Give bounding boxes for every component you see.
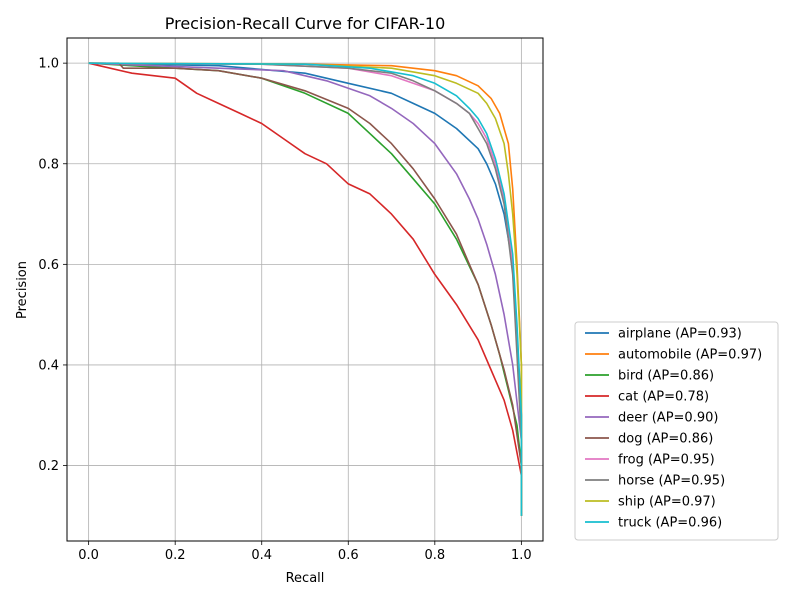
x-tick-label-5: 1.0 xyxy=(511,548,532,563)
legend-label-2: bird (AP=0.86) xyxy=(618,369,714,384)
x-tick-label-1: 0.2 xyxy=(165,548,186,563)
y-axis-label: Precision xyxy=(15,261,30,319)
series-line-8 xyxy=(88,62,523,516)
series-line-3 xyxy=(88,62,523,516)
series-line-9 xyxy=(88,62,523,516)
legend-label-5: dog (AP=0.86) xyxy=(618,432,713,447)
series-line-2 xyxy=(88,62,523,516)
legend-label-9: truck (AP=0.96) xyxy=(618,516,722,531)
legend-label-7: horse (AP=0.95) xyxy=(618,474,725,489)
series-line-4 xyxy=(88,62,523,516)
x-tick-label-2: 0.4 xyxy=(251,548,272,563)
x-tick-label-0: 0.0 xyxy=(78,548,99,563)
legend-label-6: frog (AP=0.95) xyxy=(618,453,715,468)
series-group xyxy=(88,62,523,516)
legend-label-8: ship (AP=0.97) xyxy=(618,495,716,510)
y-tick-label-0: 0.2 xyxy=(38,459,59,474)
x-axis-ticks: 0.0 0.2 0.4 0.6 0.8 1.0 xyxy=(78,541,532,563)
x-tick-label-3: 0.6 xyxy=(338,548,359,563)
x-tick-label-4: 0.8 xyxy=(424,548,445,563)
legend-label-4: deer (AP=0.90) xyxy=(618,411,718,426)
y-axis-ticks: 0.2 0.4 0.6 0.8 1.0 xyxy=(38,57,67,474)
legend-label-0: airplane (AP=0.93) xyxy=(618,327,742,342)
series-line-7 xyxy=(88,62,523,516)
x-axis-label: Recall xyxy=(286,571,325,586)
legend-label-3: cat (AP=0.78) xyxy=(618,390,709,405)
chart-title: Precision-Recall Curve for CIFAR-10 xyxy=(165,14,446,33)
series-line-6 xyxy=(88,62,523,516)
legend-label-1: automobile (AP=0.97) xyxy=(618,348,762,363)
series-line-0 xyxy=(88,62,523,516)
y-tick-label-2: 0.6 xyxy=(38,258,59,273)
y-tick-label-4: 1.0 xyxy=(38,57,59,72)
grid-lines xyxy=(67,38,543,541)
series-line-5 xyxy=(88,62,523,516)
plot-frame xyxy=(66,37,544,542)
series-line-1 xyxy=(88,62,523,516)
y-tick-label-3: 0.8 xyxy=(38,157,59,172)
legend: airplane (AP=0.93) automobile (AP=0.97) bi… xyxy=(574,321,779,541)
y-tick-label-1: 0.4 xyxy=(38,358,59,373)
legend-box xyxy=(574,321,779,541)
